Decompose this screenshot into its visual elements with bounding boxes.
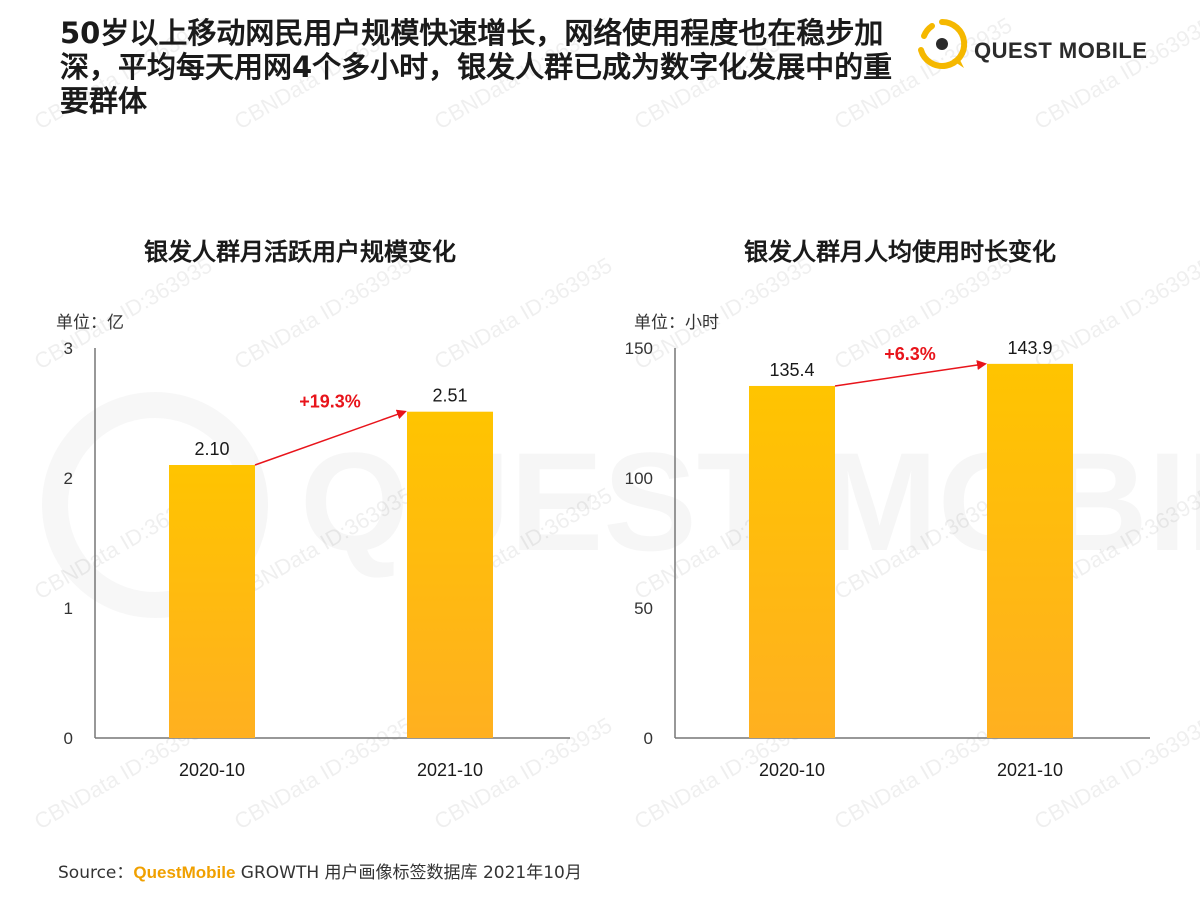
quest-mobile-logo-icon [918,18,968,69]
x-category-label: 2021-10 [417,760,483,780]
source-text: GROWTH 用户画像标签数据库 2021年10月 [235,863,582,883]
bar-2021-10 [987,363,1073,738]
chart-title-mau: 银发人群月活跃用户规模变化 [144,238,456,266]
bar-2020-10 [169,465,255,738]
growth-label: +6.3% [884,344,936,364]
bar-2021-10 [407,411,493,738]
growth-label: +19.3% [299,392,361,412]
bar-value-label: 2.51 [432,386,467,406]
chart-duration: 0 50 100 150 135.4 2020-10 143.9 2021-10 +6.3% [625,338,1150,780]
y-tick-label: 0 [644,729,653,748]
brand-logo: QUEST MOBILE [912,14,1172,74]
bar-value-label: 135.4 [769,360,814,380]
y-tick-label: 50 [634,599,653,618]
y-tick-label: 150 [625,339,653,358]
bar-value-label: 2.10 [194,439,229,459]
page-headline: 50岁以上移动网民用户规模快速增长，网络使用程度也在稳步加深，平均每天用网4个多… [60,16,893,118]
growth-arrow [834,360,987,387]
y-tick-label: 100 [625,469,653,488]
y-tick-label: 2 [64,469,73,488]
source-label: Source： [58,863,134,883]
unit-label-duration: 单位：小时 [634,313,719,333]
x-category-label: 2020-10 [759,760,825,780]
source-note: Source：QuestMobile GROWTH 用户画像标签数据库 2021… [58,858,582,883]
bar-2020-10 [749,385,835,738]
unit-label-mau: 单位：亿 [56,313,124,333]
source-brand: QuestMobile [133,863,236,882]
x-category-label: 2020-10 [179,760,245,780]
y-tick-label: 0 [64,729,73,748]
brand-name: QUEST MOBILE [974,38,1148,63]
growth-arrow [254,409,407,466]
chart-title-duration: 银发人群月人均使用时长变化 [744,238,1056,266]
y-tick-label: 1 [64,599,73,618]
bar-value-label: 143.9 [1007,338,1052,358]
x-category-label: 2021-10 [997,760,1063,780]
chart-mau: 0 1 2 3 2.10 2020-10 2.51 2021-10 +19.3% [64,339,570,780]
y-tick-label: 3 [64,339,73,358]
